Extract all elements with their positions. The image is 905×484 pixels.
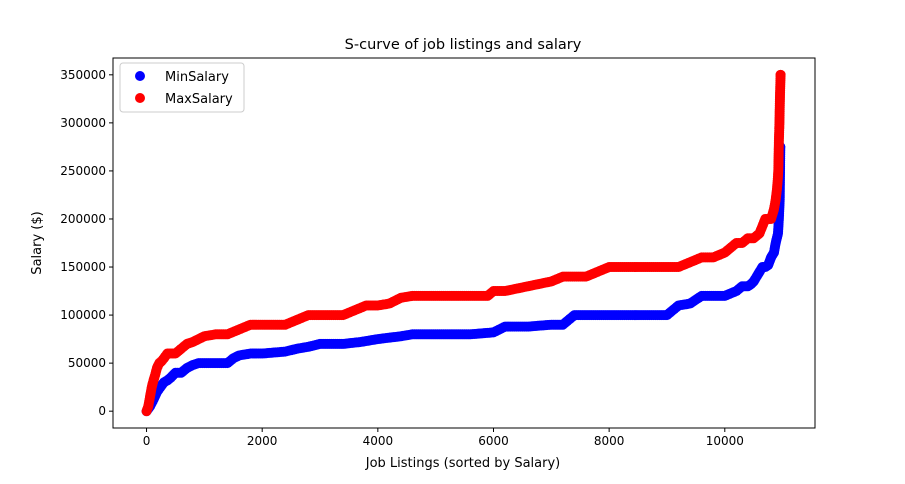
- x-tick-label: 2000: [247, 434, 278, 448]
- data-point: [775, 69, 786, 80]
- series-minsalary: [141, 141, 786, 417]
- y-tick-label: 250000: [60, 164, 106, 178]
- x-tick-label: 8000: [594, 434, 625, 448]
- y-tick-label: 300000: [60, 116, 106, 130]
- legend-label-maxsalary: MaxSalary: [165, 92, 233, 107]
- legend-box: [119, 62, 245, 113]
- y-axis-label: Salary ($): [30, 211, 45, 274]
- x-tick-label: 4000: [363, 434, 394, 448]
- x-tick-label: 10000: [706, 434, 744, 448]
- y-tick-label: 150000: [60, 260, 106, 274]
- x-tick-label: 6000: [478, 434, 509, 448]
- y-tick-label: 0: [98, 404, 106, 418]
- series-maxsalary: [141, 69, 786, 417]
- plot-area-frame: [112, 57, 816, 429]
- y-tick-label: 100000: [60, 308, 106, 322]
- legend-marker-minsalary: [135, 71, 145, 81]
- y-tick-label: 50000: [68, 356, 106, 370]
- legend-marker-maxsalary: [135, 93, 145, 103]
- chart-title: S-curve of job listings and salary: [345, 37, 582, 53]
- x-tick-label: 0: [143, 434, 151, 448]
- y-tick-label: 350000: [60, 68, 106, 82]
- y-tick-label: 200000: [60, 212, 106, 226]
- axis-ticks: 0 2000 4000 6000 8000 10000050000100000150000…: [60, 68, 744, 448]
- data-points: [141, 69, 786, 417]
- x-axis-label: Job Listings (sorted by Salary): [365, 456, 561, 471]
- legend: MinSalary MaxSalary: [119, 62, 245, 113]
- legend-label-minsalary: MinSalary: [165, 70, 229, 85]
